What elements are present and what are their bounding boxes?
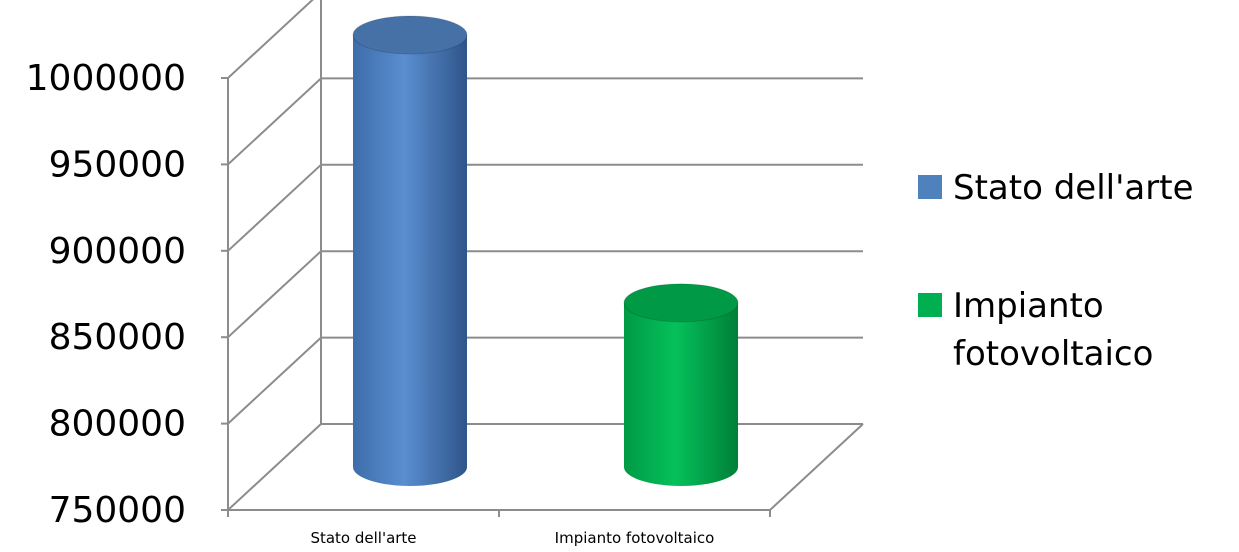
legend-swatch: [918, 175, 942, 199]
cylinder-bar: [623, 283, 739, 486]
legend-item: Stato dell'arte: [918, 168, 1194, 208]
legend-label: Impianto: [953, 286, 1104, 326]
chart-grid: [227, 0, 864, 511]
x-category-label: Stato dell'arte: [310, 529, 416, 547]
x-category-label: Impianto fotovoltaico: [555, 529, 715, 547]
gridline-diagonal: [227, 77, 322, 166]
y-tick-label: 800000: [49, 404, 186, 445]
chart-labels: 750000 800000 850000 900000 950000 1000000 Sta…: [26, 58, 715, 547]
cylinder-body: [353, 35, 467, 486]
y-tick-label: 950000: [49, 144, 186, 185]
y-tick-label: 900000: [49, 231, 186, 272]
y-tick-label: 750000: [49, 490, 186, 531]
legend-swatch: [918, 293, 942, 317]
cylinder-bar: [352, 15, 468, 486]
chart-bars: [352, 15, 739, 486]
cylinder-top: [623, 283, 739, 323]
gridline-diagonal: [227, 336, 322, 425]
gridline-diagonal: [227, 423, 322, 511]
gridline-diagonal: [227, 164, 322, 252]
y-tick-label: 1000000: [26, 58, 186, 99]
cylinder-body: [624, 302, 738, 486]
gridline-diagonal: [227, 250, 322, 338]
chart-axes: [221, 77, 771, 517]
cylinder-top-shade: [353, 16, 467, 54]
gridline-diagonal: [227, 0, 314, 79]
floor-right-edge: [769, 423, 864, 511]
legend-item: Impianto fotovoltaico: [918, 286, 1153, 374]
cylinder-top-shade: [624, 283, 738, 322]
chart-legend: Stato dell'arte Impianto fotovoltaico: [918, 168, 1194, 374]
legend-label: fotovoltaico: [953, 334, 1153, 374]
cylinder-top: [352, 15, 468, 55]
y-tick-label: 850000: [49, 317, 186, 358]
legend-label: Stato dell'arte: [953, 168, 1194, 208]
